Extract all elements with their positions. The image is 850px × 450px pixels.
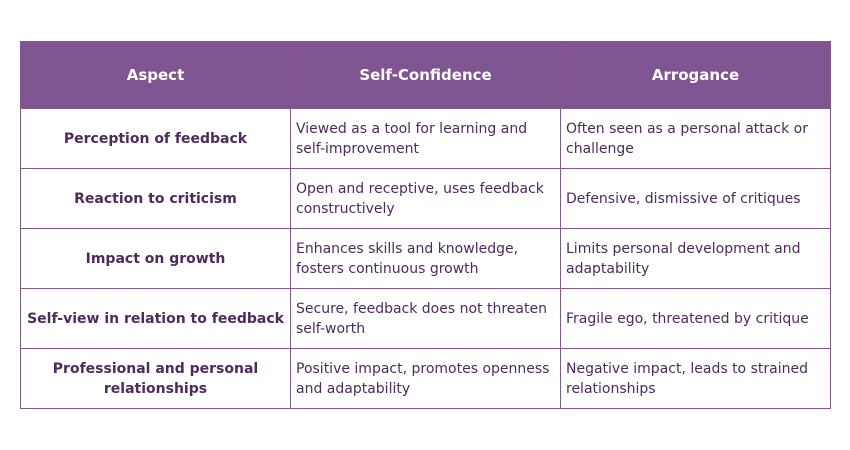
aspect-cell: Self-view in relation to feedback: [20, 288, 291, 349]
aspect-cell: Impact on growth: [20, 228, 291, 289]
arrogance-cell: Limits personal development and adaptabi…: [560, 228, 831, 289]
table-row: Impact on growth Enhances skills and kno…: [20, 228, 831, 289]
table-row: Reaction to criticism Open and receptive…: [20, 168, 831, 229]
comparison-table: Aspect Self-Confidence Arrogance Percept…: [20, 41, 831, 409]
header-arrogance: Arrogance: [560, 41, 831, 109]
aspect-cell: Reaction to criticism: [20, 168, 291, 229]
table-header: Aspect Self-Confidence Arrogance: [20, 41, 831, 109]
header-self-confidence: Self-Confidence: [290, 41, 561, 109]
aspect-cell: Perception of feedback: [20, 108, 291, 169]
self-confidence-cell: Positive impact, promotes openness and a…: [290, 348, 561, 409]
arrogance-cell: Defensive, dismissive of critiques: [560, 168, 831, 229]
arrogance-cell: Fragile ego, threatened by critique: [560, 288, 831, 349]
aspect-cell: Professional and personal relationships: [20, 348, 291, 409]
table-row: Perception of feedback Viewed as a tool …: [20, 108, 831, 169]
header-aspect: Aspect: [20, 41, 291, 109]
header-row: Aspect Self-Confidence Arrogance: [20, 41, 831, 109]
self-confidence-cell: Enhances skills and knowledge, fosters c…: [290, 228, 561, 289]
table-row: Professional and personal relationships …: [20, 348, 831, 409]
table-row: Self-view in relation to feedback Secure…: [20, 288, 831, 349]
self-confidence-cell: Viewed as a tool for learning and self-i…: [290, 108, 561, 169]
arrogance-cell: Often seen as a personal attack or chall…: [560, 108, 831, 169]
self-confidence-cell: Open and receptive, uses feedback constr…: [290, 168, 561, 229]
arrogance-cell: Negative impact, leads to strained relat…: [560, 348, 831, 409]
self-confidence-cell: Secure, feedback does not threaten self-…: [290, 288, 561, 349]
table-body: Perception of feedback Viewed as a tool …: [20, 108, 831, 409]
